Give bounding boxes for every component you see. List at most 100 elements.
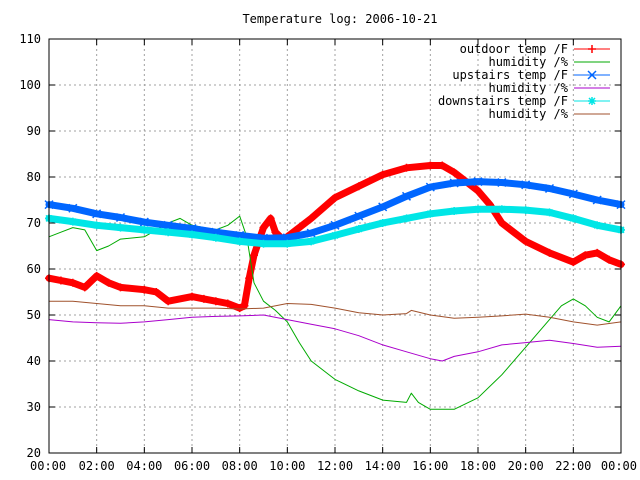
y-tick-label: 70 [27,216,41,230]
data-point [569,214,578,223]
data-point [521,237,530,246]
data-point [307,237,316,246]
legend-item: downstairs temp /F [438,94,610,108]
data-point [211,233,220,242]
data-point [474,205,482,214]
data-point [545,248,554,257]
data-point [92,221,101,230]
data-point [223,299,232,308]
data-point [605,255,614,264]
plot-frame [48,38,622,454]
data-point [330,220,340,230]
data-point [164,228,173,237]
y-tick-label: 90 [27,124,41,138]
data-point [402,163,411,172]
y-tick-label: 50 [27,308,41,322]
data-point [80,283,89,292]
data-point [378,170,387,179]
y-tick-label: 20 [27,446,41,460]
series-4 [48,314,622,362]
chart-title: Temperature log: 2006-10-21 [242,12,437,26]
data-point [307,214,316,223]
data-point [521,206,530,215]
data-point [331,231,339,240]
data-point [426,209,435,218]
data-point [425,182,435,192]
data-point [68,217,77,226]
data-point [188,292,196,301]
data-point [497,205,506,214]
legend-label: upstairs temp /F [452,68,568,82]
x-tick-label: 06:00 [174,459,210,473]
legend-label: outdoor temp /F [460,42,568,56]
x-tick-label: 14:00 [365,459,401,473]
legend-item: humidity /% [489,55,610,69]
data-point [199,294,208,303]
data-point [449,178,459,188]
x-tick-label: 04:00 [126,459,162,473]
data-point [306,228,316,238]
data-point [354,224,363,233]
data-point [438,161,447,170]
data-point [450,207,459,216]
series-layer [44,161,626,410]
data-point [245,274,254,283]
series-6 [48,300,622,326]
x-tick-label: 20:00 [508,459,544,473]
data-point [211,297,220,306]
data-point [568,189,578,199]
x-tick-label: 18:00 [460,459,496,473]
data-point [354,182,363,191]
data-point [497,177,507,188]
series-line [48,314,622,362]
series-line [48,300,622,326]
legend-item: outdoor temp /F [460,42,610,56]
data-point [378,219,387,227]
data-point [521,180,531,190]
series-3 [44,177,626,243]
legend-label: humidity /% [489,107,569,121]
data-point [592,195,602,205]
y-tick-label: 60 [27,262,41,276]
axes: 20 30 40 50 60 70 80 90 100 110 00:00 02:00 04:00 06:… [19,32,637,473]
data-point [378,202,388,212]
y-tick-label: 30 [27,400,41,414]
data-point [164,297,173,306]
x-tick-label: 02:00 [79,459,115,473]
legend-item: humidity /% [489,107,610,121]
legend-label: humidity /% [489,81,569,95]
legend-item: humidity /% [489,81,610,95]
data-point [68,278,77,287]
y-tick-label: 40 [27,354,41,368]
data-point [139,217,149,227]
data-point [593,248,602,257]
x-tick-label: 16:00 [412,459,448,473]
y-tick-label: 100 [19,78,41,92]
legend-marker [588,45,596,53]
data-point [259,239,268,248]
series-5 [45,205,625,248]
data-point [92,209,102,219]
data-point [163,220,173,230]
data-point [68,203,78,213]
data-point [56,276,65,285]
data-point [544,183,555,194]
data-point [188,230,196,239]
data-point [235,304,244,313]
legend-item: upstairs temp /F [452,68,610,82]
data-point [235,237,244,246]
data-point [331,193,339,202]
data-point [92,271,101,280]
series-2 [48,215,622,410]
legend-label: downstairs temp /F [438,94,568,108]
data-point [402,214,411,223]
data-point [450,168,459,177]
x-tick-label: 10:00 [269,459,305,473]
legend-label: humidity /% [489,55,569,69]
legend-marker [587,70,597,80]
x-tick-label: 08:00 [222,459,258,473]
data-point [569,258,578,267]
data-point [140,225,149,234]
data-point [581,251,590,260]
